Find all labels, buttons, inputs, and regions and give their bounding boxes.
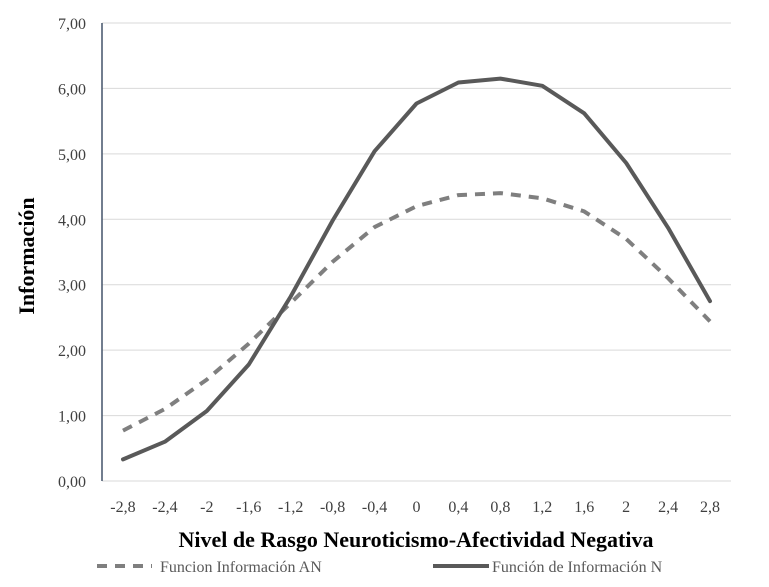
y-axis-title: Información bbox=[14, 197, 39, 314]
y-tick-label: 2,00 bbox=[58, 343, 86, 360]
x-tick-label: -0,4 bbox=[362, 499, 387, 516]
legend-label-an: Funcion Información AN bbox=[160, 559, 322, 576]
x-tick-label: -2 bbox=[200, 499, 213, 516]
series-line-n bbox=[121, 76, 712, 462]
x-tick-label: 0,4 bbox=[448, 499, 468, 516]
series-line-an bbox=[122, 191, 712, 433]
x-tick-label: 2 bbox=[622, 499, 630, 516]
x-tick-label: 1,6 bbox=[574, 499, 594, 516]
y-tick-label: 3,00 bbox=[58, 278, 86, 295]
x-axis-title: Nivel de Rasgo Neuroticismo-Afectividad … bbox=[179, 527, 654, 552]
legend-label-n: Función de Información N bbox=[492, 559, 663, 576]
x-tick-label: 0 bbox=[413, 499, 421, 516]
x-tick-label: -0,8 bbox=[320, 499, 345, 516]
x-tick-label: 2,8 bbox=[700, 499, 720, 516]
x-tick-label: 2,4 bbox=[658, 499, 678, 516]
y-tick-label: 7,00 bbox=[58, 16, 86, 33]
y-tick-labels: 0,00 1,00 2,00 3,00 4,00 5,00 6,00 7,00 bbox=[58, 16, 86, 491]
y-tick-label: 1,00 bbox=[58, 409, 86, 426]
y-tick-label: 4,00 bbox=[58, 212, 86, 229]
y-tick-label: 0,00 bbox=[58, 474, 86, 491]
x-tick-label: -1,2 bbox=[278, 499, 303, 516]
legend: Funcion Información AN Función de Inform… bbox=[97, 559, 663, 576]
x-tick-label: 0,8 bbox=[490, 499, 510, 516]
x-tick-label: -1,6 bbox=[236, 499, 261, 516]
x-tick-label: 1,2 bbox=[532, 499, 552, 516]
gridlines bbox=[102, 22, 731, 482]
x-tick-label: -2,4 bbox=[152, 499, 177, 516]
x-tick-label: -2,8 bbox=[110, 499, 135, 516]
series-lines bbox=[121, 76, 712, 462]
y-tick-label: 5,00 bbox=[58, 147, 86, 164]
y-tick-label: 6,00 bbox=[58, 81, 86, 98]
x-tick-labels: -2,8 -2,4 -2 -1,6 -1,2 -0,8 -0,4 0 0,4 0,8 1,2 1,6 2… bbox=[110, 499, 720, 516]
